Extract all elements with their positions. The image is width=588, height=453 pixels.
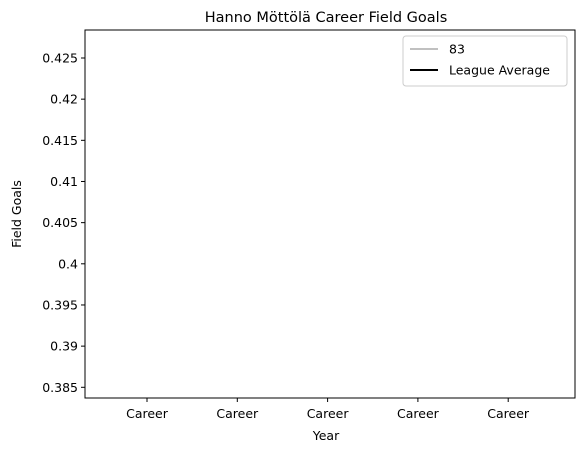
y-tick-label: 0.4 [58,256,78,271]
y-tick-label: 0.385 [42,380,78,395]
x-axis-label: Year [312,428,340,443]
legend-box [402,35,568,87]
x-tick-label: Career [397,406,440,421]
y-tick-label: 0.415 [42,133,78,148]
chart-title: Hanno Möttölä Career Field Goals [205,10,448,26]
plot-frame [84,29,576,399]
x-tick-label: Career [487,406,530,421]
y-tick-label: 0.405 [42,215,78,230]
legend-label: League Average [449,63,550,78]
legend-label: 83 [449,42,465,57]
y-tick-label: 0.42 [50,92,78,107]
x-tick-label: Career [307,406,350,421]
y-tick-label: 0.395 [42,297,78,312]
x-tick-label: Career [216,406,259,421]
y-tick-label: 0.39 [50,339,78,354]
y-tick-label: 0.41 [50,174,78,189]
x-tick-label: Career [126,406,169,421]
y-axis-label: Field Goals [9,180,24,248]
y-tick-label: 0.425 [42,50,78,65]
